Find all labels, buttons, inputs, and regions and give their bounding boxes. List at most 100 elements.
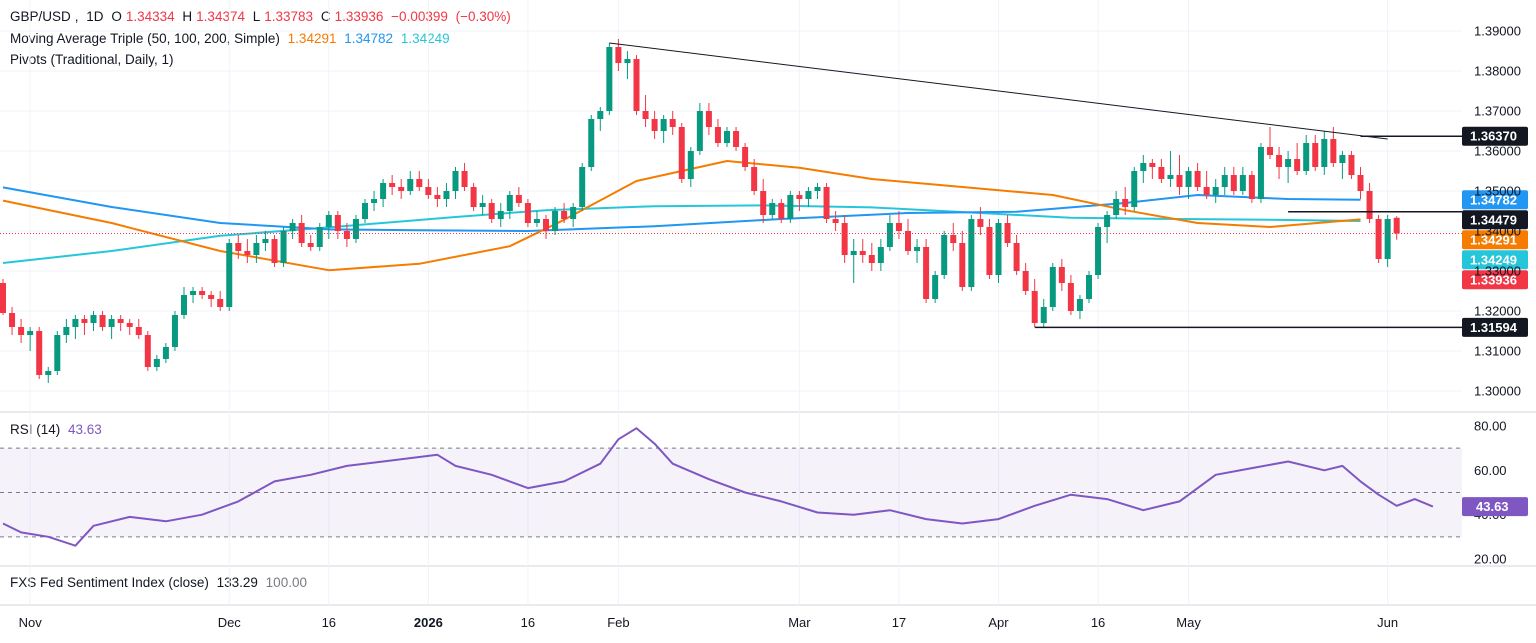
candle-body (1248, 175, 1255, 199)
open-label: O (111, 9, 122, 24)
candle-body (760, 191, 767, 215)
candle-body (1212, 187, 1219, 195)
candle-body (1312, 143, 1319, 167)
candle-body (1113, 199, 1120, 215)
candle-body (262, 239, 269, 243)
candle-body (298, 223, 305, 243)
price-tick-label: 1.38000 (1474, 64, 1521, 79)
candle-body (1013, 243, 1020, 271)
ma100-line (2, 186, 1361, 232)
candle-body (1230, 175, 1237, 191)
candle-body (497, 211, 504, 219)
symbol: GBP/USD (10, 9, 71, 24)
candle-body (968, 219, 975, 287)
rsi-tick-label: 60.00 (1474, 463, 1507, 478)
pivots-legend: Pivots (Traditional, Daily, 1) (10, 51, 178, 69)
rsi-tick-label: 80.00 (1474, 419, 1507, 434)
candle-body (1140, 163, 1147, 171)
candle-body (1194, 171, 1201, 187)
candle-body (986, 227, 993, 275)
pivots-title: Pivots (Traditional, Daily, 1) (10, 52, 174, 67)
candle-body (805, 191, 812, 199)
rsi-value: 43.63 (68, 422, 102, 437)
candle-body (1393, 217, 1400, 234)
candle-body (905, 231, 911, 251)
price-axis-label: 1.34479 (1470, 212, 1517, 227)
candle-body (208, 295, 215, 299)
candle-body (461, 171, 468, 187)
ma50-value: 1.34291 (287, 31, 337, 46)
price-axis-label: 1.36370 (1470, 129, 1517, 144)
price-axis-label-box (1462, 317, 1528, 337)
candle-body (0, 283, 6, 313)
price-tick-label: 1.39000 (1474, 24, 1521, 39)
candle-body (669, 119, 676, 127)
candle-body (1330, 139, 1337, 163)
candle-body (1285, 159, 1292, 167)
price-axis-label: 1.31594 (1470, 320, 1518, 335)
candle-body (687, 151, 694, 179)
price-axis-label-box (1462, 210, 1528, 230)
candle-body (1185, 171, 1192, 187)
candle-body (1167, 175, 1174, 179)
moving-averages (2, 160, 1361, 272)
price-tick-label: 1.33000 (1474, 264, 1521, 279)
candle-body (72, 319, 79, 327)
candle-body (362, 203, 368, 219)
candle-body (751, 167, 758, 191)
time-tick-label: Jun (1377, 615, 1398, 630)
candle-body (977, 219, 984, 227)
candle-body (81, 319, 88, 323)
candle-body (199, 291, 206, 295)
candle-body (651, 119, 658, 131)
candle-body (787, 195, 794, 219)
candle-body (579, 167, 586, 207)
price-axis-label: 1.33936 (1470, 272, 1517, 287)
candle-body (1149, 163, 1156, 167)
candle-body (1203, 187, 1210, 195)
grid (0, 0, 1536, 606)
candle-body (171, 315, 178, 347)
candle-body (832, 219, 839, 223)
candle-body (742, 147, 749, 167)
candle-body (1384, 219, 1391, 259)
ma200-value: 1.34249 (400, 31, 450, 46)
time-tick-label: 2026 (414, 615, 443, 630)
candle-body (479, 203, 486, 207)
candle-body (1294, 159, 1301, 171)
ma-title: Moving Average Triple (50, 100, 200, Sim… (10, 31, 280, 46)
fxs-value: 133.29 (216, 575, 258, 590)
candle-body (398, 187, 405, 191)
close-value: 1.33936 (334, 9, 384, 24)
candle-body (524, 203, 531, 223)
candle-body (380, 183, 387, 199)
price-tick-label: 1.36000 (1474, 144, 1521, 159)
candle-body (950, 235, 957, 243)
candle-body (1095, 227, 1102, 275)
rsi-title: RSI (14) (10, 422, 61, 437)
candle-body (877, 247, 884, 263)
candle-body (1267, 147, 1273, 155)
candle-body (325, 215, 332, 227)
candles (0, 39, 1400, 383)
price-axis-label: 1.34782 (1470, 192, 1517, 207)
candle-body (54, 335, 61, 371)
candle-body (506, 195, 513, 211)
candle-body (959, 243, 966, 287)
rsi-line (2, 427, 1434, 547)
time-tick-label: Apr (988, 615, 1009, 630)
change-value: −0.00399 (391, 9, 448, 24)
candle-body (914, 247, 921, 251)
price-legend-line1: GBP/USD, 1D O 1.34334 H 1.34374 L 1.33783 C… (10, 9, 511, 24)
candle-body (932, 275, 939, 299)
candle-body (126, 323, 133, 327)
candle-body (488, 203, 495, 219)
trendline (609, 42, 1388, 140)
candle-body (941, 235, 948, 275)
candle-body (1058, 267, 1065, 283)
time-tick-label: 16 (322, 615, 336, 630)
candle-body (99, 315, 106, 327)
price-axis-label-box (1462, 190, 1528, 210)
